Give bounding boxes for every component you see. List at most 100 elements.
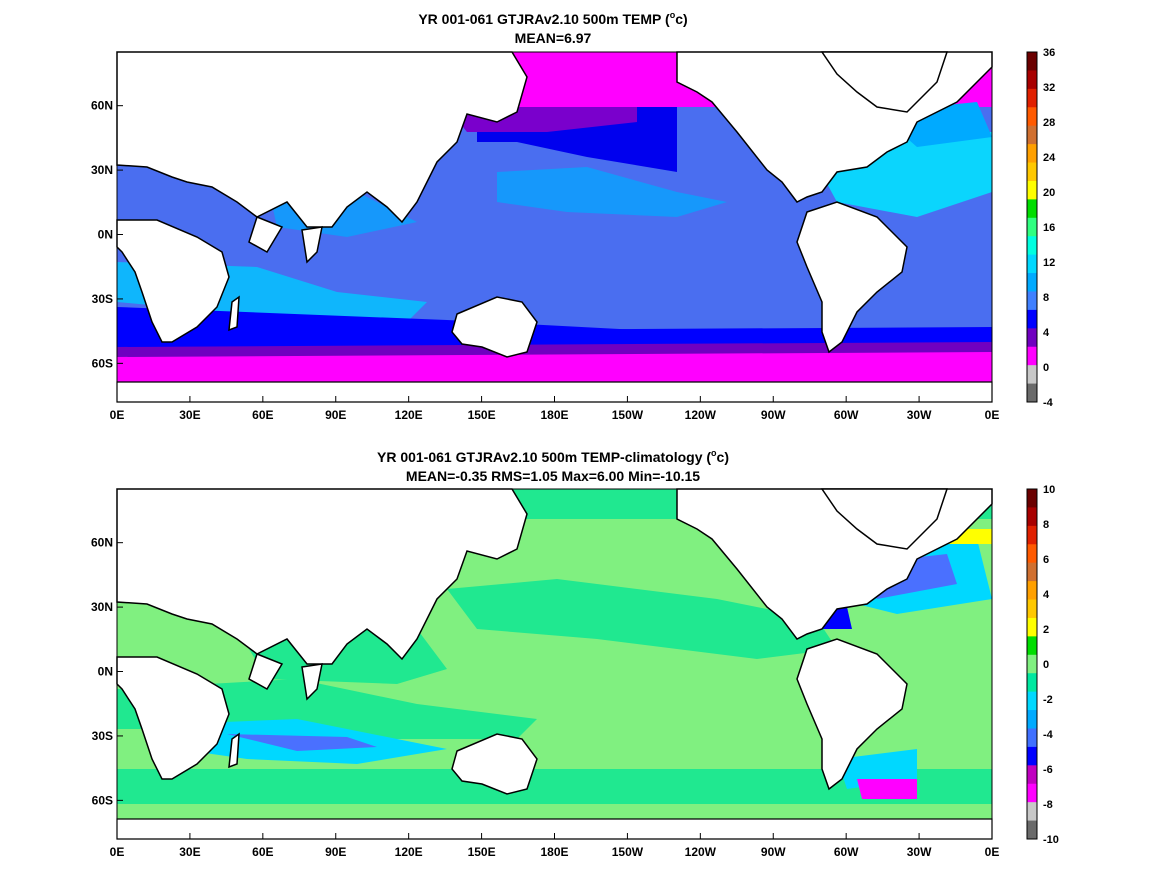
panel1-colorbar-frame	[1026, 51, 1038, 403]
panel1-x-axis: 0E 30E 60E 90E 120E 150E 180E 150W 120W 90W 60W 30W…	[110, 396, 1000, 422]
panel1-x-tick-label: 60W	[834, 408, 859, 422]
panel1-y-tick-label: 30N	[91, 163, 113, 177]
panel1-x-tick-label: 60E	[252, 408, 273, 422]
panel2-colorbar-swatch	[1027, 710, 1037, 729]
panel1-x-tick-label: 30W	[907, 408, 932, 422]
panel1-title-line1: YR 001-061 GTJRAv2.10 500m TEMP (oc)	[418, 10, 687, 27]
panel2-colorbar-swatch	[1027, 654, 1037, 674]
panel2-x-tick-label: 180E	[540, 845, 568, 859]
panel2-y-tick-label: 60S	[92, 793, 113, 807]
panel2-x-tick-label: 90W	[761, 845, 786, 859]
panel2-colorbar-tick-label: 6	[1043, 554, 1049, 566]
panel2-colorbar-swatch	[1027, 746, 1037, 766]
panel1-colorbar-swatch	[1027, 88, 1037, 108]
panel2-x-tick-label: 0E	[110, 845, 125, 859]
panel1-colorbar-swatch	[1027, 52, 1037, 71]
panel1-colorbar-swatch	[1027, 365, 1037, 385]
panel1-x-tick-label: 150W	[612, 408, 644, 422]
panel2-x-tick-label: 30W	[907, 845, 932, 859]
panel1-colorbar-tick-label: 28	[1043, 117, 1055, 129]
panel2-colorbar: 10 8 6 4 2 0 -2 -4 -6 -8 -10	[1026, 484, 1059, 846]
panel1-colorbar-swatch	[1027, 162, 1037, 182]
panel2-colorbar-swatch	[1027, 525, 1037, 545]
panel2-colorbar-swatch	[1027, 599, 1037, 619]
panel2-colorbar-tick-label: 10	[1043, 484, 1055, 496]
panel1-colorbar-swatch	[1027, 254, 1037, 274]
panel2-colorbar-tick-label: -2	[1043, 694, 1053, 706]
panel1-colorbar-tick-label: 16	[1043, 222, 1055, 234]
panel2-colorbar-tick-label: 0	[1043, 659, 1049, 671]
panel2-x-tick-label: 90E	[325, 845, 346, 859]
panel2-colorbar-swatch	[1027, 489, 1037, 508]
panel2-x-tick-label: 0E	[985, 845, 1000, 859]
panel2-y-tick-label: 30S	[92, 729, 113, 743]
panel1-colorbar-tick-label: 8	[1043, 292, 1049, 304]
panel2-colorbar-swatch	[1027, 507, 1037, 527]
panel1-y-axis: 60N 30N 0N 30S 60S	[91, 99, 123, 370]
panel1-y-tick-label: 60S	[92, 356, 113, 370]
panel2-x-axis: 0E 30E 60E 90E 120E 150E 180E 150W 120W 90W 60W 30W…	[110, 833, 1000, 859]
panel1-colorbar-swatch	[1027, 346, 1037, 366]
panel2-colorbar-tick-label: 2	[1043, 624, 1049, 636]
panel1-x-tick-label: 30E	[179, 408, 200, 422]
panel2-colorbar-tick-label: -6	[1043, 764, 1053, 776]
panel2-colorbar-tick-label: 4	[1043, 589, 1050, 601]
panel1-colorbar-tick-label: 12	[1043, 257, 1055, 269]
panel2-colorbar-tick-label: 8	[1043, 519, 1049, 531]
panel1-colorbar-swatch	[1027, 291, 1037, 311]
panel1-x-tick-label: 0E	[110, 408, 125, 422]
panel1-colorbar-swatch	[1027, 273, 1037, 292]
panel1-colorbar-swatch	[1027, 125, 1037, 145]
panel1-colorbar-tick-label: -4	[1043, 397, 1054, 409]
panel1-colorbar-tick-label: 24	[1043, 152, 1056, 164]
panel2-map	[116, 488, 993, 840]
panel2-y-tick-label: 30N	[91, 600, 113, 614]
panel1-colorbar-tick-label: 0	[1043, 362, 1049, 374]
panel2-colorbar-swatch	[1027, 691, 1037, 711]
panel1-x-tick-label: 90W	[761, 408, 786, 422]
panel2-colorbar-tick-label: -4	[1043, 729, 1054, 741]
panel2-x-tick-label: 120W	[685, 845, 717, 859]
panel2-title-line1: YR 001-061 GTJRAv2.10 500m TEMP-climatol…	[377, 448, 729, 465]
panel2-colorbar-swatch	[1027, 728, 1037, 748]
panel2-colorbar-tick-label: -8	[1043, 799, 1053, 811]
panel2-x-tick-label: 60W	[834, 845, 859, 859]
panel2-title-line2: MEAN=-0.35 RMS=1.05 Max=6.00 Min=-10.15	[406, 468, 700, 484]
panel1-colorbar-swatch	[1027, 383, 1037, 403]
panel1-title-line2: MEAN=6.97	[515, 30, 592, 46]
panel1-x-tick-label: 150E	[468, 408, 496, 422]
panel1-y-tick-label: 30S	[92, 292, 113, 306]
panel2-x-tick-label: 120E	[395, 845, 423, 859]
panel2-x-tick-label: 60E	[252, 845, 273, 859]
panel1-x-tick-label: 0E	[985, 408, 1000, 422]
panel2-colorbar-swatch	[1027, 562, 1037, 582]
panel1-colorbar-swatch	[1027, 217, 1037, 237]
panel1-y-tick-label: 60N	[91, 99, 113, 113]
panel2-colorbar-swatch	[1027, 581, 1037, 601]
panel1-x-tick-label: 90E	[325, 408, 346, 422]
panel2-colorbar-tick-label: -10	[1043, 834, 1059, 846]
panel1-x-tick-label: 120E	[395, 408, 423, 422]
panel2-colorbar-swatch	[1027, 673, 1037, 693]
panel1-colorbar-tick-label: 20	[1043, 187, 1055, 199]
panel1-map	[116, 51, 993, 403]
panel2-y-tick-label: 0N	[98, 665, 113, 679]
panel2-y-axis: 60N 30N 0N 30S 60S	[91, 536, 123, 807]
panel1-colorbar-swatch	[1027, 70, 1037, 90]
panel1-colorbar-tick-label: 32	[1043, 82, 1055, 94]
panel1-colorbar: 36 32 28 24 20 16 12 8 4 0 -4	[1026, 47, 1056, 409]
panel2-colorbar-frame	[1026, 488, 1038, 840]
panel1-colorbar-tick-label: 4	[1043, 327, 1050, 339]
panel1-colorbar-swatch	[1027, 107, 1037, 127]
panel2-colorbar-swatch	[1027, 636, 1037, 656]
panel2-colorbar-swatch	[1027, 617, 1037, 637]
panel2-y-tick-label: 60N	[91, 536, 113, 550]
panel1-colorbar-swatch	[1027, 309, 1037, 329]
panel1-x-tick-label: 120W	[685, 408, 717, 422]
panel1-colorbar-swatch	[1027, 236, 1037, 256]
panel2-colorbar-swatch	[1027, 820, 1037, 840]
panel2-colorbar-swatch	[1027, 765, 1037, 785]
panel1-colorbar-swatch	[1027, 328, 1037, 348]
panel2-x-tick-label: 30E	[179, 845, 200, 859]
